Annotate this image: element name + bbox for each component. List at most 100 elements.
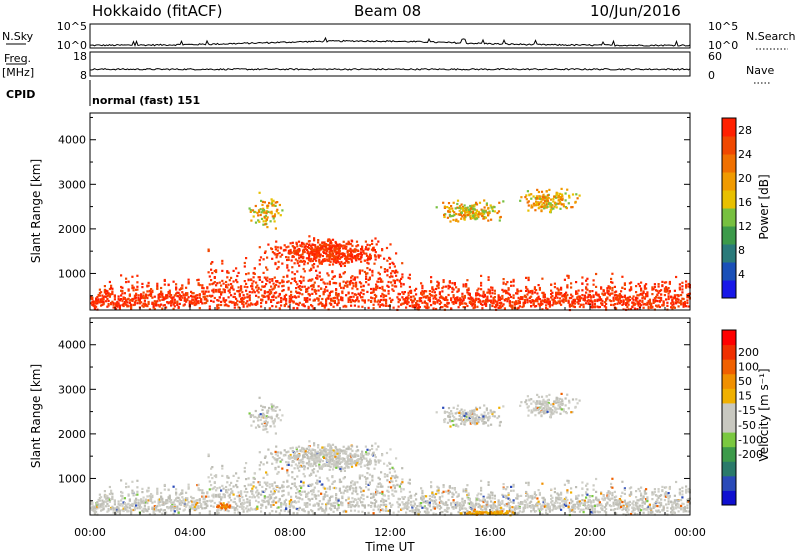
scatter-cell [136,274,139,277]
scatter-cell [665,288,668,291]
scatter-cell [408,478,411,481]
scatter-cell [447,202,451,205]
scatter-cell [95,298,98,301]
scatter-cell [290,293,293,296]
scatter-cell [585,279,588,282]
scatter-cell [512,278,515,281]
scatter-cell [192,504,195,507]
scatter-cell [91,503,94,506]
scatter-cell [133,506,136,509]
scatter-cell [488,504,491,507]
scatter-cell [562,298,565,301]
scatter-cell [291,266,294,269]
scatter-cell [646,301,649,304]
scatter-cell [127,305,130,308]
scatter-cell [185,497,188,500]
scatter-cell [136,486,139,489]
scatter-cell [271,484,274,487]
scatter-cell [123,297,126,300]
scatter-cell [101,298,104,302]
scatter-cell [328,291,331,295]
scatter-cell [658,299,661,302]
scatter-cell [620,300,623,304]
scatter-cell [393,487,396,490]
scatter-cell [128,302,131,305]
scatter-cell [356,296,359,299]
scatter-cell [500,306,503,309]
scatter-cell [158,299,161,302]
scatter-cell [598,305,601,309]
scatter-cell [541,308,544,311]
scatter-cell [580,296,583,300]
scatter-cell [233,501,236,504]
scatter-cell [378,478,381,481]
scatter-cell [432,493,435,496]
scatter-cell [291,241,294,244]
scatter-cell [270,299,273,302]
scatter-cell [128,507,131,510]
scatter-cell [242,502,245,506]
scatter-cell [162,296,165,299]
scatter-cell [271,493,274,496]
scatter-cell [241,504,244,507]
scatter-cell [310,279,313,282]
scatter-cell [106,297,109,300]
scatter-cell [111,505,114,508]
scatter-cell [302,484,305,487]
scatter-cell [245,507,248,510]
scatter-cell [252,485,255,488]
scatter-cell [479,212,482,215]
scatter-cell [301,465,304,468]
scatter-cell [264,220,267,223]
scatter-cell [473,215,476,218]
scatter-cell [100,291,103,294]
scatter-cell [330,258,333,261]
scatter-cell [131,480,134,483]
scatter-cell [360,501,363,504]
scatter-cell [427,502,430,505]
scatter-cell [420,291,423,294]
scatter-cell [315,292,318,295]
scatter-cell [447,302,450,305]
scatter-cell [231,506,234,509]
scatter-cell [306,492,309,496]
scatter-cell [225,280,228,284]
scatter-cell [160,286,163,290]
scatter-cell [567,202,570,205]
scatter-cell [253,267,256,270]
scatter-cell [332,502,335,505]
y-tick-label: 2000 [58,223,86,236]
scatter-cell [231,492,234,495]
scatter-cell [203,507,206,510]
scatter-cell [276,254,279,257]
scatter-cell [287,269,290,272]
scatter-cell [353,255,356,258]
scatter-cell [270,247,273,250]
scatter-cell [296,475,299,478]
scatter-cell [303,243,306,246]
scatter-cell [475,203,479,206]
scatter-cell [272,294,275,297]
scatter-cell [371,496,374,499]
scatter-cell [630,288,633,291]
scatter-cell [266,481,269,484]
scatter-cell [452,288,455,291]
scatter-cell [421,498,424,501]
scatter-cell [332,510,335,513]
scatter-cell [553,195,556,198]
scatter-cell [303,490,306,493]
scatter-cell [196,279,199,282]
scatter-cell [323,493,326,496]
scatter-cell [525,285,528,289]
scatter-cell [160,290,163,293]
scatter-cell [370,492,373,496]
scatter-cell [463,302,466,305]
scatter-cell [602,293,605,297]
scatter-cell [323,251,326,254]
scatter-cell [296,488,299,491]
scatter-cell [491,209,494,213]
scatter-cell [456,299,459,302]
scatter-cell [545,190,548,193]
scatter-cell [259,256,263,259]
scatter-cell [366,243,369,246]
